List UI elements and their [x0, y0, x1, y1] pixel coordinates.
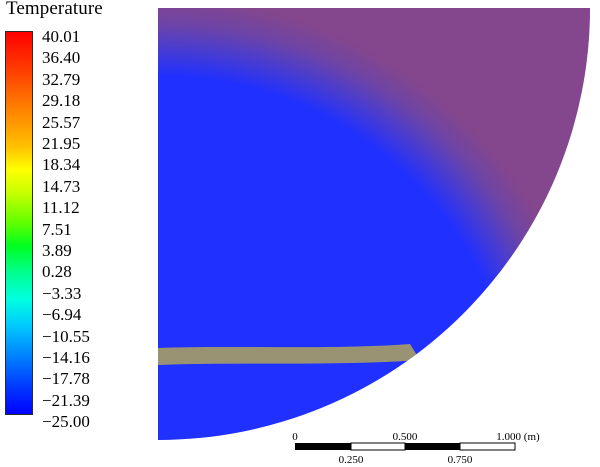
- scale-label-1-000: 1.000 (m): [496, 431, 540, 443]
- legend-label: −21.39: [42, 390, 90, 410]
- scale-label-0: 0: [292, 431, 298, 443]
- legend-label: −3.33: [42, 283, 82, 303]
- legend-label: 0.28: [42, 262, 72, 282]
- legend-label: −6.94: [42, 305, 82, 325]
- legend-label: 18.34: [42, 155, 81, 175]
- legend-label: 7.51: [42, 219, 72, 239]
- scale-label-0-500: 0.500: [393, 431, 418, 443]
- temperature-colorbar: [5, 31, 33, 415]
- scale-label-0-750: 0.750: [448, 454, 473, 466]
- legend-label: −17.78: [42, 369, 90, 389]
- legend-label: 3.89: [42, 241, 72, 260]
- scale-label-0-250: 0.250: [339, 454, 364, 466]
- scale-bar: [295, 442, 516, 451]
- legend-labels: 40.01 36.40 32.79 29.18 25.57 21.95 18.34 14.73…: [42, 24, 122, 430]
- legend-label: 11.12: [42, 198, 80, 218]
- legend-label: 14.73: [42, 176, 81, 196]
- legend-label: −25.00: [42, 412, 90, 432]
- legend-label: −14.16: [42, 348, 90, 367]
- legend-label: 32.79: [42, 69, 81, 89]
- contour-region: [158, 8, 590, 440]
- legend-label: 36.40: [42, 48, 81, 68]
- legend-label: 21.95: [42, 134, 81, 153]
- legend-label: 25.57: [42, 112, 81, 132]
- legend-label: 40.01: [42, 27, 81, 46]
- legend-label: −10.55: [42, 326, 90, 346]
- legend-title: Temperature: [6, 0, 103, 19]
- legend-label: 29.18: [42, 91, 81, 111]
